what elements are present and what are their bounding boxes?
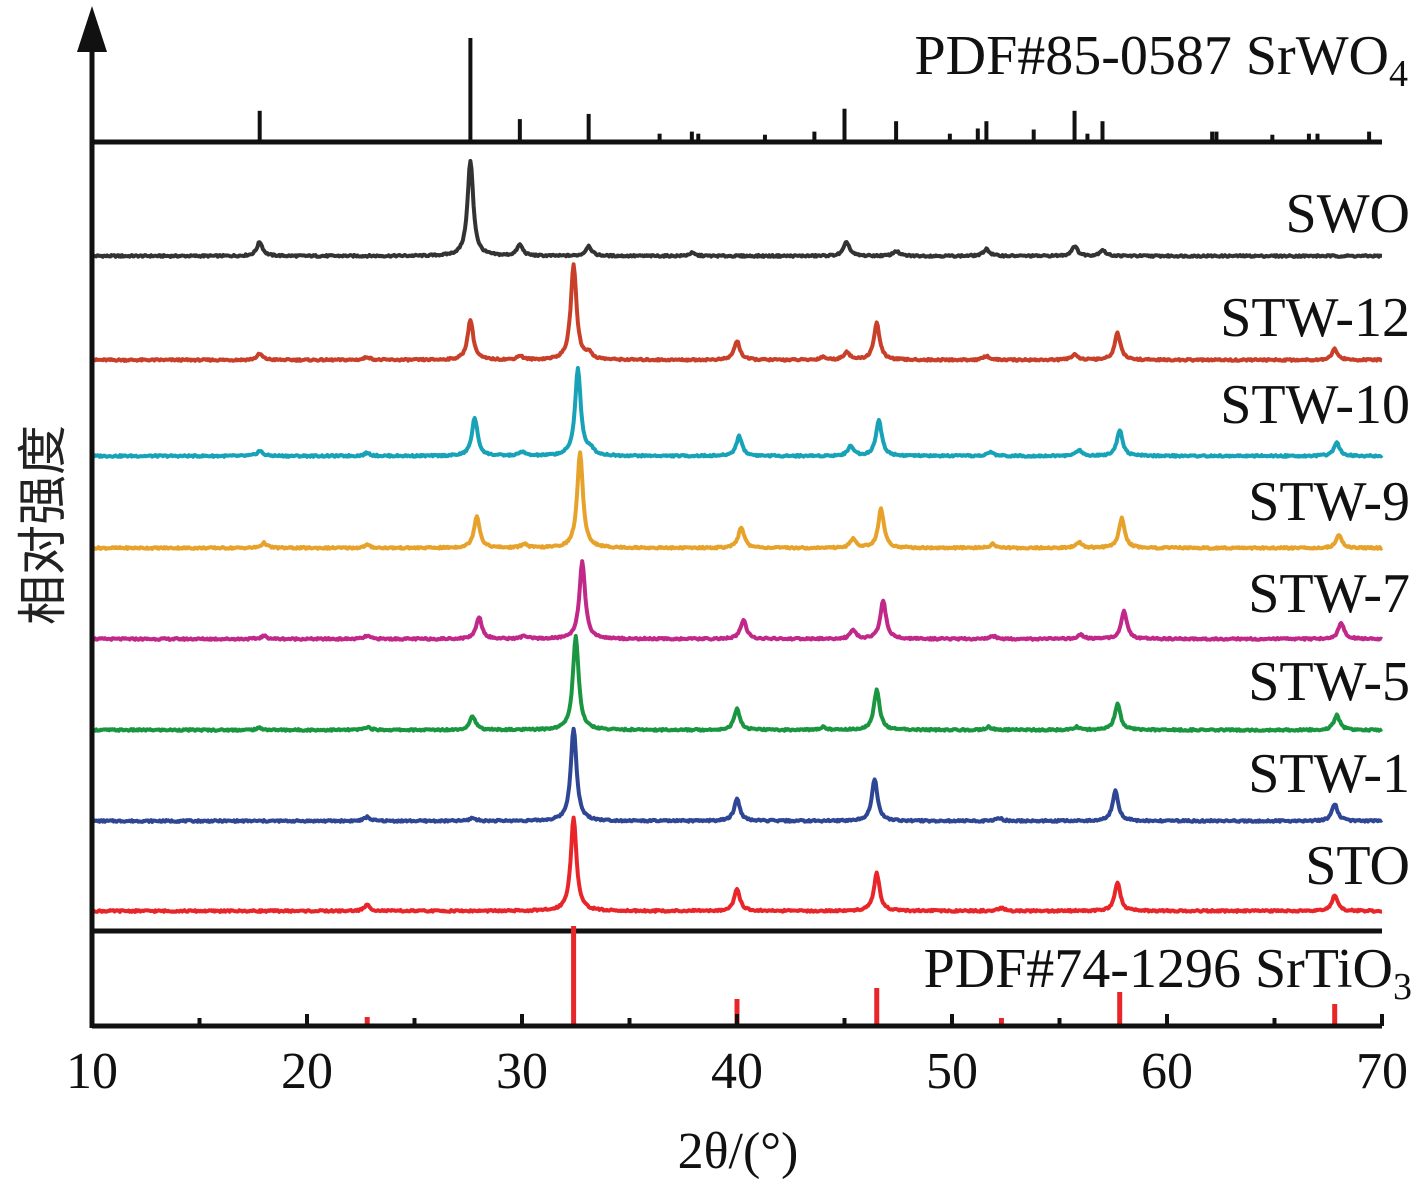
series-label: STW-12 (1220, 287, 1410, 349)
series-line (91, 726, 1384, 824)
series-line (91, 262, 1383, 363)
series-label: STW-9 (1248, 471, 1410, 533)
series-line (90, 450, 1384, 551)
x-tick-label: 50 (926, 1043, 978, 1100)
x-tick-label: 70 (1356, 1043, 1408, 1100)
x-tick-label: 20 (281, 1043, 333, 1100)
plot-area: SWO STW-12 STW-10 STW-9 STW-7 STW-5 STW-1 STO (90, 38, 1410, 1026)
y-axis-title: 相对强度 (14, 425, 72, 625)
series-label: STW-7 (1248, 563, 1410, 625)
series-label: STW-1 (1248, 743, 1410, 805)
reference-bottom-label: PDF#74-1296 SrTiO3 (924, 938, 1412, 1008)
series-line (90, 815, 1383, 914)
x-tick-label: 30 (496, 1043, 548, 1100)
series-line (90, 159, 1383, 259)
x-tick-label: 40 (711, 1043, 763, 1100)
reference-top-label: PDF#85-0587 SrWO4 (915, 25, 1408, 95)
series-line (91, 634, 1384, 733)
series-label: STW-5 (1248, 651, 1410, 713)
series-label: SWO (1286, 183, 1410, 245)
x-axis-title: 2θ/(°) (678, 1123, 799, 1180)
series-line (91, 366, 1384, 459)
x-tick-label: 60 (1141, 1043, 1193, 1100)
series-label: STO (1305, 835, 1410, 897)
axes: 10 20 30 40 50 60 70 (66, 6, 1408, 1100)
series-line (91, 559, 1383, 642)
series-label: STW-10 (1220, 374, 1410, 436)
x-tick-label: 10 (66, 1043, 118, 1100)
y-axis-arrow-icon (77, 6, 107, 52)
